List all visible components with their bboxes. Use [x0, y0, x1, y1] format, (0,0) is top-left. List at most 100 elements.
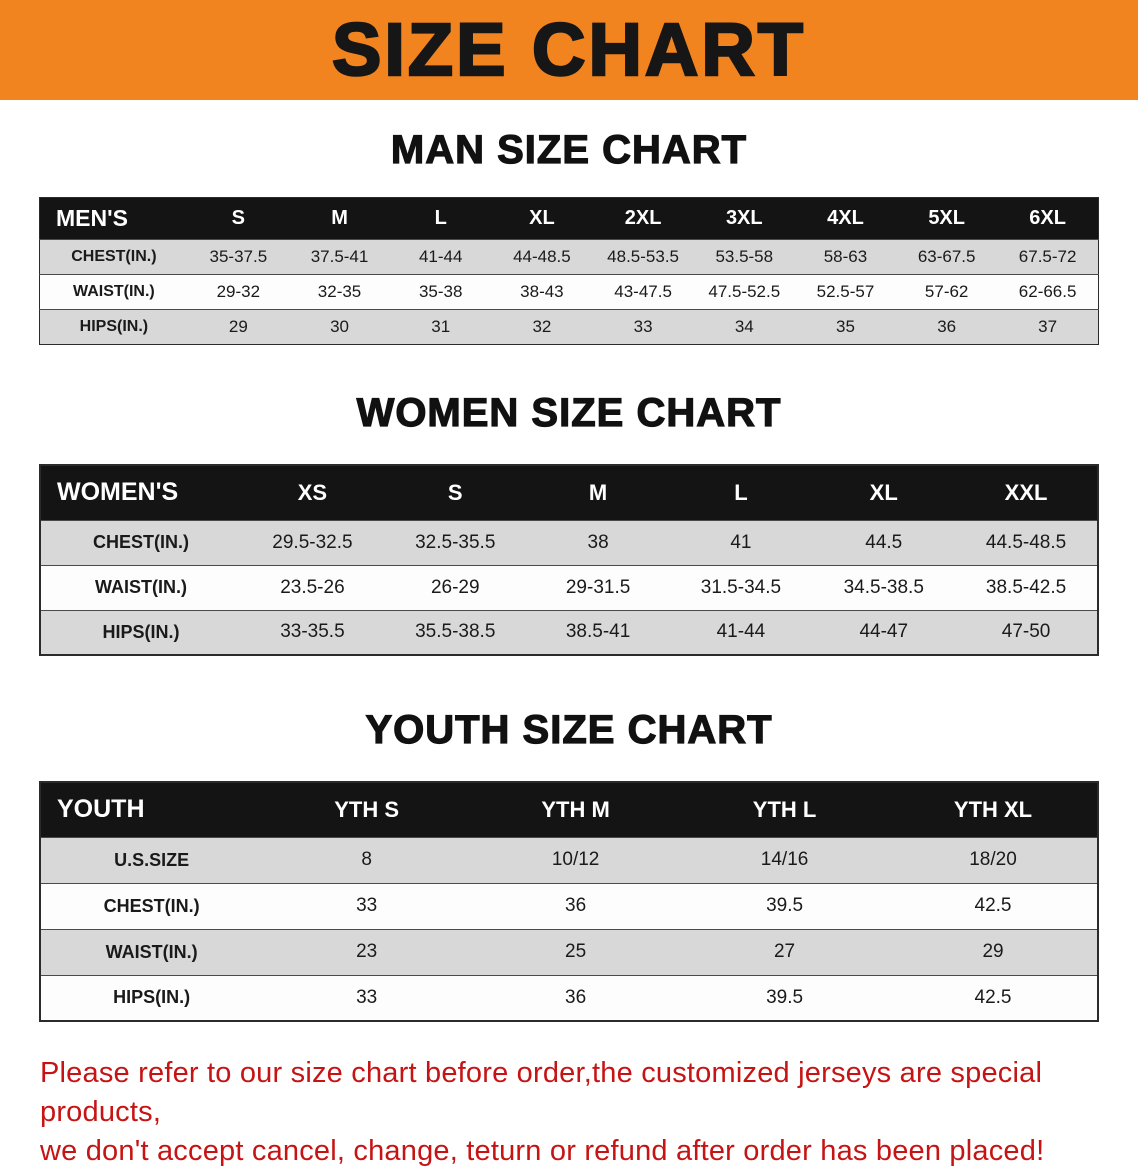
size-cell: 27: [680, 928, 890, 975]
size-cell: 44-47: [812, 609, 956, 655]
row-label: HIPS(IN.): [40, 974, 263, 1021]
size-cell: 43-47.5: [592, 274, 694, 310]
size-cell: 38-43: [491, 274, 593, 310]
size-column-header: YTH S: [262, 782, 472, 837]
size-cell: 44.5-48.5: [955, 519, 1098, 565]
size-cell: 47.5-52.5: [693, 274, 795, 310]
size-column-header: XL: [812, 465, 956, 520]
size-cell: 41-44: [390, 239, 492, 275]
section-women: WOMEN SIZE CHART WOMEN'S XS S M L XL XXL CHEST(…: [0, 390, 1138, 656]
size-column-header: 6XL: [997, 197, 1099, 240]
youth-section-heading: YOUTH SIZE CHART: [365, 707, 773, 752]
size-column-header: 4XL: [794, 197, 897, 240]
size-cell: 44-48.5: [491, 239, 593, 275]
section-men: MAN SIZE CHART MEN'S S M L XL 2XL 3XL 4XL 5XL 6XL…: [0, 127, 1138, 345]
size-column-header: XS: [241, 465, 384, 520]
men-section-heading: MAN SIZE CHART: [390, 127, 748, 172]
size-cell: 36: [471, 974, 681, 1021]
size-column-header: YTH L: [680, 782, 890, 837]
table-row: HIPS(IN.) 29 30 31 32 33 34 35 36 37: [39, 309, 1099, 345]
size-column-header: 2XL: [592, 197, 694, 240]
size-cell: 62-66.5: [997, 274, 1099, 310]
size-cell: 41: [669, 519, 813, 565]
size-cell: 37.5-41: [288, 239, 391, 275]
row-label: CHEST(IN.): [39, 239, 188, 275]
page-title: SIZE CHART: [331, 8, 806, 91]
size-cell: 34: [693, 309, 795, 345]
size-cell: 29: [889, 928, 1098, 975]
table-row: WAIST(IN.) 23.5-26 26-29 29-31.5 31.5-34.5 34…: [40, 564, 1098, 610]
size-cell: 41-44: [669, 609, 813, 655]
size-cell: 32.5-35.5: [383, 519, 527, 565]
size-cell: 34.5-38.5: [812, 564, 956, 610]
size-column-header: 3XL: [693, 197, 795, 240]
size-cell: 38.5-41: [526, 609, 670, 655]
size-cell: 36: [471, 882, 681, 929]
size-cell: 35-37.5: [187, 239, 289, 275]
size-cell: 35-38: [390, 274, 492, 310]
size-column-header: M: [288, 197, 391, 240]
size-column-header: XXL: [955, 465, 1098, 520]
size-cell: 31.5-34.5: [669, 564, 813, 610]
table-row: WAIST(IN.) 29-32 32-35 35-38 38-43 43-47.5 47.…: [39, 274, 1099, 310]
size-column-header: YTH M: [471, 782, 681, 837]
size-cell: 36: [896, 309, 998, 345]
size-cell: 35.5-38.5: [383, 609, 527, 655]
row-label: CHEST(IN.): [40, 882, 263, 929]
women-section-heading: WOMEN SIZE CHART: [356, 390, 782, 435]
table-title-cell: WOMEN'S: [40, 465, 242, 520]
women-size-table: WOMEN'S XS S M L XL XXL CHEST(IN.) 29.5-32.5 32.5…: [39, 464, 1099, 656]
size-cell: 33-35.5: [241, 609, 384, 655]
size-cell: 38: [526, 519, 670, 565]
size-cell: 39.5: [680, 974, 890, 1021]
size-cell: 42.5: [889, 974, 1098, 1021]
row-label: WAIST(IN.): [40, 928, 263, 975]
size-cell: 33: [592, 309, 694, 345]
row-label: CHEST(IN.): [40, 519, 242, 565]
size-cell: 48.5-53.5: [592, 239, 694, 275]
size-cell: 53.5-58: [693, 239, 795, 275]
size-cell: 33: [262, 882, 472, 929]
size-cell: 29-32: [187, 274, 289, 310]
size-cell: 23.5-26: [241, 564, 384, 610]
size-cell: 29: [187, 309, 289, 345]
table-row: HIPS(IN.) 33 36 39.5 42.5: [40, 974, 1098, 1021]
size-column-header: S: [383, 465, 527, 520]
size-cell: 63-67.5: [896, 239, 998, 275]
size-column-header: S: [187, 197, 289, 240]
table-row: CHEST(IN.) 29.5-32.5 32.5-35.5 38 41 44.5 44.5…: [40, 519, 1098, 565]
size-cell: 8: [262, 836, 472, 883]
size-cell: 33: [262, 974, 472, 1021]
size-cell: 32: [491, 309, 593, 345]
table-title-cell: YOUTH: [40, 782, 263, 837]
size-cell: 44.5: [812, 519, 956, 565]
size-column-header: XL: [491, 197, 593, 240]
size-cell: 10/12: [471, 836, 681, 883]
size-cell: 32-35: [288, 274, 391, 310]
table-row: U.S.SIZE 8 10/12 14/16 18/20: [40, 836, 1098, 883]
disclaimer: Please refer to our size chart before or…: [40, 1054, 1100, 1171]
size-cell: 35: [794, 309, 897, 345]
table-row: WAIST(IN.) 23 25 27 29: [40, 928, 1098, 975]
size-column-header: 5XL: [896, 197, 998, 240]
size-cell: 30: [288, 309, 391, 345]
banner: SIZE CHART: [0, 0, 1138, 100]
table-header-row: WOMEN'S XS S M L XL XXL: [40, 465, 1098, 520]
row-label: WAIST(IN.): [40, 564, 242, 610]
table-row: CHEST(IN.) 33 36 39.5 42.5: [40, 882, 1098, 929]
row-label: WAIST(IN.): [39, 274, 188, 310]
disclaimer-line-2: we don't accept cancel, change, teturn o…: [40, 1135, 1045, 1168]
row-label: U.S.SIZE: [40, 836, 263, 883]
size-column-header: M: [526, 465, 670, 520]
table-title-cell: MEN'S: [39, 197, 188, 240]
size-cell: 42.5: [889, 882, 1098, 929]
youth-size-table: YOUTH YTH S YTH M YTH L YTH XL U.S.SIZE 8 10/12…: [39, 781, 1099, 1022]
size-column-header: YTH XL: [889, 782, 1098, 837]
size-cell: 18/20: [889, 836, 1098, 883]
size-cell: 37: [997, 309, 1099, 345]
size-cell: 14/16: [680, 836, 890, 883]
size-cell: 57-62: [896, 274, 998, 310]
size-cell: 31: [390, 309, 492, 345]
disclaimer-line-1: Please refer to our size chart before or…: [40, 1057, 1043, 1129]
